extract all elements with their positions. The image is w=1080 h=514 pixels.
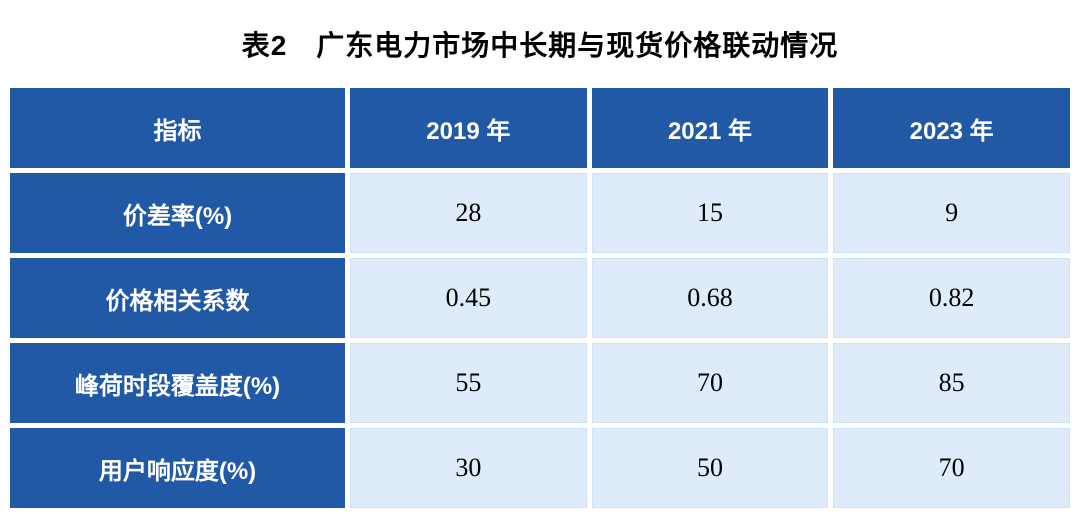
header-cell-2019: 2019 年	[350, 88, 587, 168]
data-cell: 0.82	[833, 258, 1070, 338]
data-cell: 55	[350, 343, 587, 423]
data-cell: 85	[833, 343, 1070, 423]
data-cell: 30	[350, 428, 587, 508]
data-cell: 70	[591, 343, 829, 423]
row-label-price-correlation: 价格相关系数	[10, 258, 345, 338]
header-cell-indicator: 指标	[10, 88, 345, 168]
data-cell: 50	[591, 428, 829, 508]
row-label-price-gap-ratio: 价差率(%)	[10, 173, 345, 253]
data-cell: 0.68	[591, 258, 829, 338]
data-cell: 28	[350, 173, 587, 253]
header-cell-2021: 2021 年	[591, 88, 829, 168]
header-cell-2023: 2023 年	[833, 88, 1070, 168]
data-cell: 0.45	[350, 258, 587, 338]
data-cell: 70	[833, 428, 1070, 508]
row-label-user-response: 用户响应度(%)	[10, 428, 345, 508]
data-table: 指标 2019 年 2021 年 2023 年 价差率(%) 28 15 9 价…	[10, 88, 1070, 508]
data-cell: 9	[833, 173, 1070, 253]
row-label-peak-coverage: 峰荷时段覆盖度(%)	[10, 343, 345, 423]
data-cell: 15	[591, 173, 829, 253]
table-title: 表2 广东电力市场中长期与现货价格联动情况	[241, 30, 839, 61]
